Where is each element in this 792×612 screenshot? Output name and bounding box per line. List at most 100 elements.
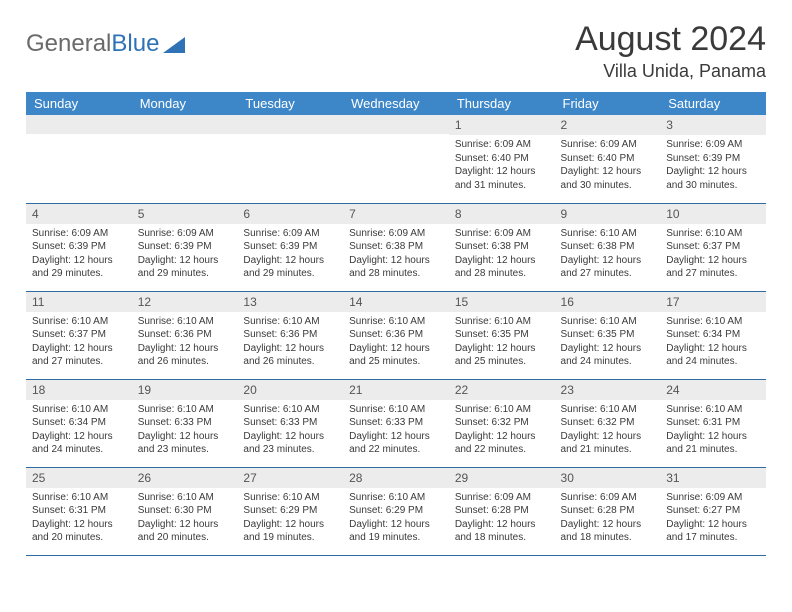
daylight-line: Daylight: 12 hours and 26 minutes.: [138, 342, 232, 369]
sunset-line: Sunset: 6:38 PM: [455, 240, 549, 254]
day-details: Sunrise: 6:10 AMSunset: 6:31 PMDaylight:…: [26, 488, 132, 551]
calendar-cell: [26, 115, 132, 203]
calendar-cell: 15Sunrise: 6:10 AMSunset: 6:35 PMDayligh…: [449, 291, 555, 379]
day-details: Sunrise: 6:10 AMSunset: 6:37 PMDaylight:…: [26, 312, 132, 375]
day-details: Sunrise: 6:09 AMSunset: 6:39 PMDaylight:…: [132, 224, 238, 287]
calendar-cell: 27Sunrise: 6:10 AMSunset: 6:29 PMDayligh…: [237, 467, 343, 555]
calendar-cell: 12Sunrise: 6:10 AMSunset: 6:36 PMDayligh…: [132, 291, 238, 379]
daylight-line: Daylight: 12 hours and 27 minutes.: [561, 254, 655, 281]
daylight-line: Daylight: 12 hours and 26 minutes.: [243, 342, 337, 369]
calendar-cell: 28Sunrise: 6:10 AMSunset: 6:29 PMDayligh…: [343, 467, 449, 555]
day-details: Sunrise: 6:10 AMSunset: 6:35 PMDaylight:…: [449, 312, 555, 375]
sunrise-line: Sunrise: 6:10 AM: [138, 315, 232, 329]
daylight-line: Daylight: 12 hours and 21 minutes.: [666, 430, 760, 457]
sunrise-line: Sunrise: 6:10 AM: [138, 491, 232, 505]
day-number: 7: [343, 204, 449, 224]
sunrise-line: Sunrise: 6:10 AM: [138, 403, 232, 417]
sunrise-line: Sunrise: 6:10 AM: [561, 315, 655, 329]
calendar-cell: 30Sunrise: 6:09 AMSunset: 6:28 PMDayligh…: [555, 467, 661, 555]
calendar-cell: 24Sunrise: 6:10 AMSunset: 6:31 PMDayligh…: [660, 379, 766, 467]
day-number: 8: [449, 204, 555, 224]
daylight-line: Daylight: 12 hours and 24 minutes.: [32, 430, 126, 457]
sunset-line: Sunset: 6:33 PM: [138, 416, 232, 430]
empty-day: [343, 115, 449, 134]
day-number: 1: [449, 115, 555, 135]
calendar-cell: 22Sunrise: 6:10 AMSunset: 6:32 PMDayligh…: [449, 379, 555, 467]
day-number: 6: [237, 204, 343, 224]
location-label: Villa Unida, Panama: [575, 61, 766, 82]
day-details: Sunrise: 6:10 AMSunset: 6:35 PMDaylight:…: [555, 312, 661, 375]
calendar-cell: 13Sunrise: 6:10 AMSunset: 6:36 PMDayligh…: [237, 291, 343, 379]
day-number: 5: [132, 204, 238, 224]
calendar-cell: 14Sunrise: 6:10 AMSunset: 6:36 PMDayligh…: [343, 291, 449, 379]
day-details: Sunrise: 6:09 AMSunset: 6:40 PMDaylight:…: [555, 135, 661, 198]
empty-day: [237, 115, 343, 134]
day-number: 16: [555, 292, 661, 312]
daylight-line: Daylight: 12 hours and 31 minutes.: [455, 165, 549, 192]
weekday-header: Monday: [132, 92, 238, 115]
day-details: Sunrise: 6:10 AMSunset: 6:38 PMDaylight:…: [555, 224, 661, 287]
weekday-header: Sunday: [26, 92, 132, 115]
day-number: 30: [555, 468, 661, 488]
daylight-line: Daylight: 12 hours and 28 minutes.: [455, 254, 549, 281]
day-number: 29: [449, 468, 555, 488]
daylight-line: Daylight: 12 hours and 25 minutes.: [455, 342, 549, 369]
weekday-header: Saturday: [660, 92, 766, 115]
sunset-line: Sunset: 6:39 PM: [666, 152, 760, 166]
calendar-cell: 2Sunrise: 6:09 AMSunset: 6:40 PMDaylight…: [555, 115, 661, 203]
calendar-cell: 29Sunrise: 6:09 AMSunset: 6:28 PMDayligh…: [449, 467, 555, 555]
daylight-line: Daylight: 12 hours and 19 minutes.: [243, 518, 337, 545]
sunrise-line: Sunrise: 6:10 AM: [243, 491, 337, 505]
daylight-line: Daylight: 12 hours and 21 minutes.: [561, 430, 655, 457]
sunset-line: Sunset: 6:31 PM: [666, 416, 760, 430]
sunset-line: Sunset: 6:28 PM: [561, 504, 655, 518]
sunset-line: Sunset: 6:39 PM: [32, 240, 126, 254]
calendar-cell: 7Sunrise: 6:09 AMSunset: 6:38 PMDaylight…: [343, 203, 449, 291]
sunrise-line: Sunrise: 6:10 AM: [455, 315, 549, 329]
sunset-line: Sunset: 6:38 PM: [349, 240, 443, 254]
sunrise-line: Sunrise: 6:10 AM: [32, 491, 126, 505]
day-number: 17: [660, 292, 766, 312]
sunrise-line: Sunrise: 6:10 AM: [561, 227, 655, 241]
day-details: Sunrise: 6:10 AMSunset: 6:31 PMDaylight:…: [660, 400, 766, 463]
day-details: Sunrise: 6:09 AMSunset: 6:38 PMDaylight:…: [343, 224, 449, 287]
day-details: Sunrise: 6:09 AMSunset: 6:40 PMDaylight:…: [449, 135, 555, 198]
daylight-line: Daylight: 12 hours and 23 minutes.: [138, 430, 232, 457]
sunset-line: Sunset: 6:29 PM: [349, 504, 443, 518]
day-details: Sunrise: 6:10 AMSunset: 6:30 PMDaylight:…: [132, 488, 238, 551]
sunrise-line: Sunrise: 6:10 AM: [666, 315, 760, 329]
sunset-line: Sunset: 6:36 PM: [243, 328, 337, 342]
sunrise-line: Sunrise: 6:09 AM: [455, 227, 549, 241]
calendar-cell: [343, 115, 449, 203]
daylight-line: Daylight: 12 hours and 25 minutes.: [349, 342, 443, 369]
daylight-line: Daylight: 12 hours and 24 minutes.: [561, 342, 655, 369]
day-number: 9: [555, 204, 661, 224]
sunset-line: Sunset: 6:34 PM: [666, 328, 760, 342]
sunrise-line: Sunrise: 6:10 AM: [32, 315, 126, 329]
sunset-line: Sunset: 6:39 PM: [138, 240, 232, 254]
sunrise-line: Sunrise: 6:10 AM: [666, 403, 760, 417]
daylight-line: Daylight: 12 hours and 29 minutes.: [32, 254, 126, 281]
daylight-line: Daylight: 12 hours and 30 minutes.: [666, 165, 760, 192]
calendar-cell: 20Sunrise: 6:10 AMSunset: 6:33 PMDayligh…: [237, 379, 343, 467]
day-details: Sunrise: 6:10 AMSunset: 6:37 PMDaylight:…: [660, 224, 766, 287]
daylight-line: Daylight: 12 hours and 29 minutes.: [138, 254, 232, 281]
calendar-cell: 16Sunrise: 6:10 AMSunset: 6:35 PMDayligh…: [555, 291, 661, 379]
sunrise-line: Sunrise: 6:09 AM: [561, 491, 655, 505]
weekday-header: Wednesday: [343, 92, 449, 115]
brand-part2: Blue: [111, 30, 159, 58]
day-details: Sunrise: 6:10 AMSunset: 6:33 PMDaylight:…: [237, 400, 343, 463]
day-details: Sunrise: 6:10 AMSunset: 6:36 PMDaylight:…: [132, 312, 238, 375]
day-number: 2: [555, 115, 661, 135]
day-number: 28: [343, 468, 449, 488]
calendar-cell: 21Sunrise: 6:10 AMSunset: 6:33 PMDayligh…: [343, 379, 449, 467]
daylight-line: Daylight: 12 hours and 30 minutes.: [561, 165, 655, 192]
calendar-cell: 5Sunrise: 6:09 AMSunset: 6:39 PMDaylight…: [132, 203, 238, 291]
daylight-line: Daylight: 12 hours and 22 minutes.: [349, 430, 443, 457]
day-details: Sunrise: 6:09 AMSunset: 6:39 PMDaylight:…: [26, 224, 132, 287]
sunset-line: Sunset: 6:34 PM: [32, 416, 126, 430]
calendar-cell: 17Sunrise: 6:10 AMSunset: 6:34 PMDayligh…: [660, 291, 766, 379]
daylight-line: Daylight: 12 hours and 20 minutes.: [32, 518, 126, 545]
weekday-header: Tuesday: [237, 92, 343, 115]
day-details: Sunrise: 6:10 AMSunset: 6:32 PMDaylight:…: [555, 400, 661, 463]
